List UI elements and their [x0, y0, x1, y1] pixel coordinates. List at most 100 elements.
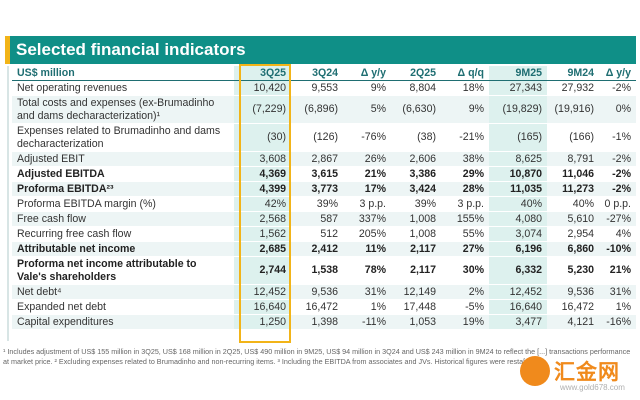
cell-delta-yy-9m: -1%: [599, 123, 636, 152]
cell-9m25: 11,035: [489, 181, 547, 197]
cell-3q25: 4,369: [234, 166, 291, 182]
cell-2q25: 1,008: [391, 211, 441, 227]
column-header-2q25: 2Q25: [391, 66, 441, 81]
cell-9m24: 2,954: [547, 226, 599, 242]
cell-2q25: 3,386: [391, 166, 441, 182]
cell-9m24: 6,860: [547, 241, 599, 257]
cell-delta-yy: 11%: [343, 241, 391, 257]
table-row: Proforma net income attributable to Vale…: [12, 256, 636, 285]
watermark-url: www.gold678.com: [560, 383, 625, 392]
cell-9m24: 16,472: [547, 299, 599, 315]
table-row: Net debt⁴ 12,452 9,536 31% 12,149 2% 12,452 9,5…: [12, 284, 636, 300]
table-row: Attributable net income 2,685 2,412 11% 2,11…: [12, 241, 636, 257]
cell-delta-yy-9m: 4%: [599, 226, 636, 242]
cell-delta-qq: -5%: [441, 299, 489, 315]
cell-9m24: 9,536: [547, 284, 599, 300]
cell-3q24: 2,867: [291, 151, 343, 167]
cell-3q24: 587: [291, 211, 343, 227]
row-label: Total costs and expenses (ex-Brumadinho …: [12, 95, 234, 124]
cell-delta-yy-9m: -2%: [599, 80, 636, 96]
cell-9m25: 40%: [489, 196, 547, 212]
cell-delta-qq: 19%: [441, 314, 489, 330]
row-label: Attributable net income: [12, 241, 234, 257]
cell-9m24: 40%: [547, 196, 599, 212]
cell-3q24: 39%: [291, 196, 343, 212]
cell-delta-yy: -76%: [343, 123, 391, 152]
table-row: Proforma EBITDA margin (%) 42% 39% 3 p.p. 39…: [12, 196, 636, 212]
cell-9m24: (166): [547, 123, 599, 152]
cell-9m25: 12,452: [489, 284, 547, 300]
cell-3q25: 42%: [234, 196, 291, 212]
left-rule: [7, 66, 9, 341]
cell-delta-qq: 18%: [441, 80, 489, 96]
cell-delta-yy: 21%: [343, 166, 391, 182]
cell-delta-qq: -21%: [441, 123, 489, 152]
row-label: Proforma EBITDA²³: [12, 181, 234, 197]
column-header-9m25: 9M25: [489, 66, 547, 81]
row-label: Recurring free cash flow: [12, 226, 234, 242]
page-title: Selected financial indicators: [10, 36, 636, 64]
cell-2q25: 2,606: [391, 151, 441, 167]
cell-9m24: 5,610: [547, 211, 599, 227]
cell-3q24: 9,553: [291, 80, 343, 96]
cell-delta-yy-9m: -2%: [599, 181, 636, 197]
cell-3q25: 2,568: [234, 211, 291, 227]
cell-2q25: 17,448: [391, 299, 441, 315]
cell-9m24: (19,916): [547, 95, 599, 124]
cell-2q25: 8,804: [391, 80, 441, 96]
table-row: Adjusted EBITDA 4,369 3,615 21% 3,386 29% 10,8…: [12, 166, 636, 182]
column-header-delta-qq: Δ q/q: [441, 66, 489, 81]
financial-indicators-table: US$ million 3Q25 3Q24 Δ y/y 2Q25 Δ q/q 9M25 9M2…: [12, 66, 636, 330]
row-label: Net operating revenues: [12, 80, 234, 96]
cell-3q25: (7,229): [234, 95, 291, 124]
cell-3q24: 9,536: [291, 284, 343, 300]
cell-9m25: 8,625: [489, 151, 547, 167]
cell-3q25: 12,452: [234, 284, 291, 300]
cell-2q25: 12,149: [391, 284, 441, 300]
title-accent-bar: [5, 36, 10, 64]
cell-3q24: 16,472: [291, 299, 343, 315]
table-row: Expenses related to Brumadinho and dams …: [12, 123, 636, 152]
cell-3q24: (126): [291, 123, 343, 152]
cell-3q25: 2,685: [234, 241, 291, 257]
row-label: Capital expenditures: [12, 314, 234, 330]
column-header-delta-yy-9m: Δ y/y: [599, 66, 636, 81]
cell-3q24: 3,615: [291, 166, 343, 182]
table-row: Expanded net debt 16,640 16,472 1% 17,448 -5%…: [12, 299, 636, 315]
cell-2q25: (6,630): [391, 95, 441, 124]
cell-delta-qq: 55%: [441, 226, 489, 242]
row-label: Adjusted EBIT: [12, 151, 234, 167]
column-header-label: US$ million: [12, 66, 234, 81]
row-label: Expanded net debt: [12, 299, 234, 315]
footnotes: ¹ Includes adjustment of US$ 155 million…: [3, 347, 635, 367]
cell-2q25: 39%: [391, 196, 441, 212]
cell-9m25: 3,074: [489, 226, 547, 242]
cell-9m25: 16,640: [489, 299, 547, 315]
cell-3q25: 16,640: [234, 299, 291, 315]
cell-9m24: 27,932: [547, 80, 599, 96]
cell-delta-yy-9m: 1%: [599, 299, 636, 315]
cell-3q25: 4,399: [234, 181, 291, 197]
row-label: Expenses related to Brumadinho and dams …: [12, 123, 234, 152]
cell-delta-yy: 17%: [343, 181, 391, 197]
cell-delta-yy-9m: -2%: [599, 166, 636, 182]
cell-9m25: 4,080: [489, 211, 547, 227]
cell-9m25: 6,196: [489, 241, 547, 257]
cell-delta-yy-9m: 0 p.p.: [599, 196, 636, 212]
row-label: Proforma EBITDA margin (%): [12, 196, 234, 212]
cell-3q24: 1,538: [291, 256, 343, 285]
cell-9m24: 8,791: [547, 151, 599, 167]
cell-9m24: 4,121: [547, 314, 599, 330]
cell-9m25: 10,870: [489, 166, 547, 182]
table-row: Net operating revenues 10,420 9,553 9% 8,804…: [12, 80, 636, 96]
watermark: 汇金网 www.gold678.com: [520, 350, 638, 398]
cell-9m25: (19,829): [489, 95, 547, 124]
cell-delta-yy: -11%: [343, 314, 391, 330]
cell-delta-yy: 5%: [343, 95, 391, 124]
row-label: Free cash flow: [12, 211, 234, 227]
cell-3q24: 1,398: [291, 314, 343, 330]
watermark-text: 汇金网: [554, 361, 620, 384]
table-header-row: US$ million 3Q25 3Q24 Δ y/y 2Q25 Δ q/q 9M25 9M2…: [12, 66, 636, 81]
cell-delta-qq: 29%: [441, 166, 489, 182]
cell-delta-qq: 30%: [441, 256, 489, 285]
